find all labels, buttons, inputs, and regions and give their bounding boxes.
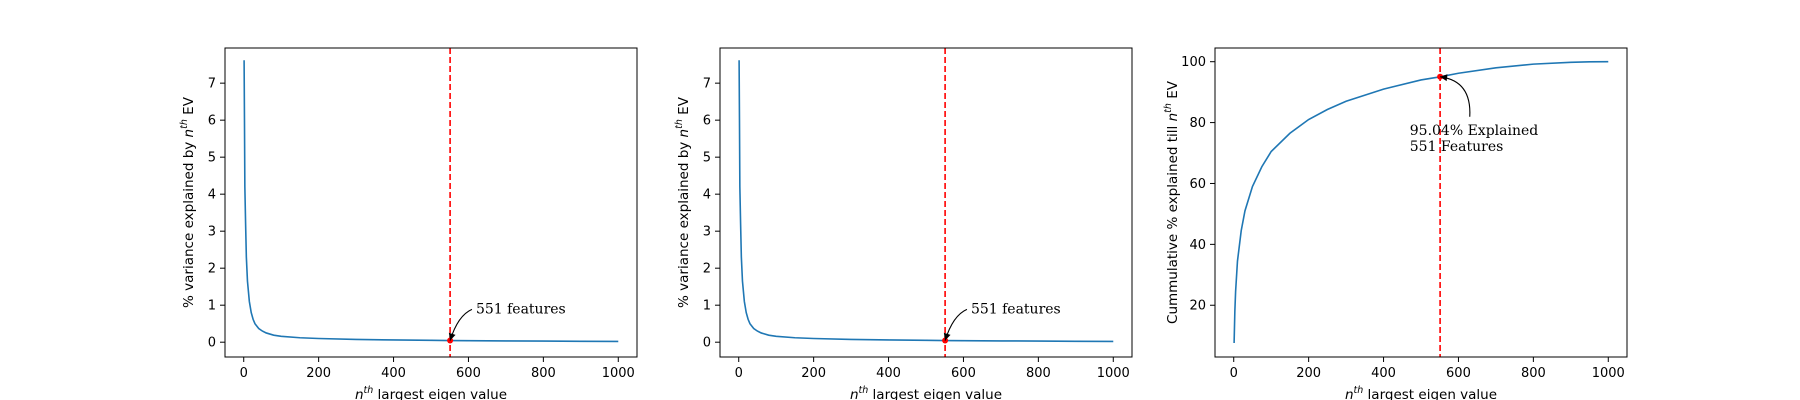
x-tick-label: 1000 [1592,366,1625,381]
y-tick-label: 5 [208,151,216,166]
y-tick-label: 6 [208,114,216,129]
y-tick-label: 5 [703,151,711,166]
y-axis-label: Cummulative % explained till nth EV [1163,80,1181,324]
series-line-1 [1233,60,1609,344]
y-tick-label: 6 [703,114,711,129]
series-line-1 [243,60,619,343]
chart-panel-2: 551 features 0 200 400 600 800 1000 0 1 2 3 4 5 6 7 nth… [674,47,1133,400]
chart-panel-3: 95.04% Explained 551 Features 0 200 400 600 80… [1163,47,1628,400]
y-axis-label: % variance explained by nth EV [179,96,197,308]
y-tick-label: 20 [1189,299,1206,314]
x-axis-label: nth largest eigen value [850,385,1002,400]
x-tick-label: 200 [306,366,331,381]
annotation-arrowhead [943,332,951,341]
y-tick-label: 3 [208,225,216,240]
y-tick-label: 80 [1189,116,1206,131]
axes-frame [1214,47,1628,358]
y-tick-label: 1 [208,299,216,314]
y-tick-label: 7 [703,77,711,92]
annotation-text: 551 features [971,301,1061,317]
y-tick-label: 0 [703,336,711,351]
chart-panel-1: 551 features 0 200 400 600 800 1000 0 1 2 3 4 5 6 7 nth… [179,47,638,400]
y-tick-label: 40 [1189,238,1206,253]
axes-frame [719,47,1133,358]
x-axis-label: nth largest eigen value [1345,385,1497,400]
x-tick-label: 0 [735,366,743,381]
annotation-arrowhead [1440,74,1448,82]
y-tick-label: 2 [703,262,711,277]
x-tick-label: 1000 [602,366,635,381]
y-tick-label: 4 [703,188,711,203]
annotation-text: 95.04% Explained 551 Features [1410,123,1539,155]
x-tick-label: 800 [1026,366,1051,381]
y-tick-label: 1 [703,299,711,314]
series-line-1 [738,60,1114,343]
x-tick-label: 400 [876,366,901,381]
x-axis-label: nth largest eigen value [355,385,507,400]
annotation-arrowhead [448,332,456,341]
y-tick-label: 100 [1181,55,1206,70]
annotation-arrow [1440,76,1471,117]
x-tick-label: 600 [1446,366,1471,381]
x-tick-label: 0 [240,366,248,381]
y-tick-label: 0 [208,336,216,351]
y-axis-label: % variance explained by nth EV [674,96,692,308]
x-tick-label: 400 [1371,366,1396,381]
axes-frame [224,47,638,358]
x-tick-label: 800 [1521,366,1546,381]
x-tick-label: 0 [1230,366,1238,381]
annotation-text: 551 features [476,301,566,317]
y-tick-label: 2 [208,262,216,277]
x-tick-label: 800 [531,366,556,381]
y-tick-label: 7 [208,77,216,92]
x-tick-label: 400 [381,366,406,381]
x-tick-label: 600 [456,366,481,381]
y-tick-label: 4 [208,188,216,203]
x-tick-label: 200 [1296,366,1321,381]
x-tick-label: 200 [801,366,826,381]
x-tick-label: 1000 [1097,366,1130,381]
x-tick-label: 600 [951,366,976,381]
y-tick-label: 3 [703,225,711,240]
y-tick-label: 60 [1189,177,1206,192]
